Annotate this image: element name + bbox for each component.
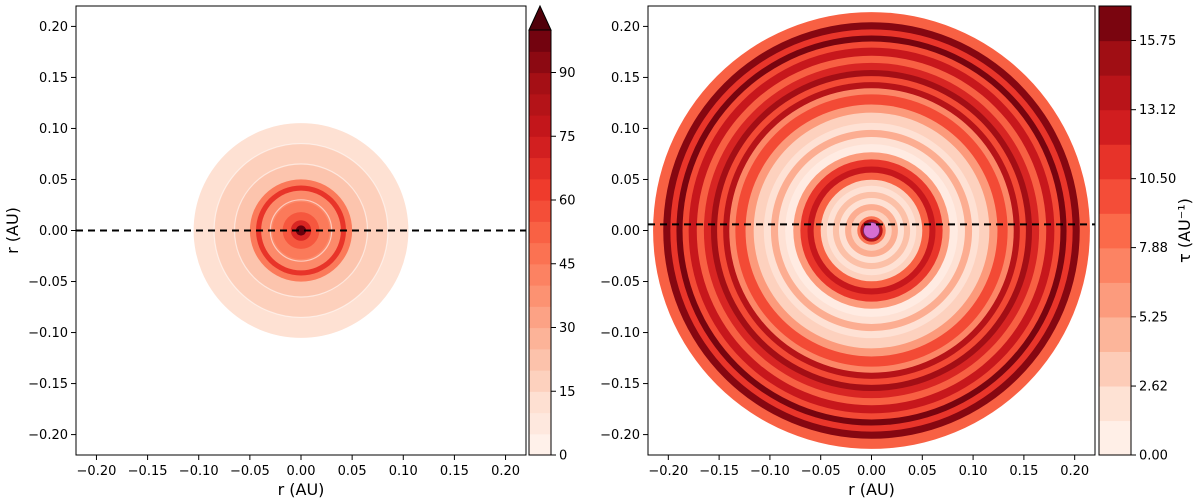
- y-tick-label: −0.10: [600, 326, 640, 341]
- colorbar-level: [529, 370, 551, 392]
- colorbar-level: [529, 157, 551, 180]
- colorbar-level: [529, 51, 551, 74]
- colorbar-frame: [528, 30, 552, 456]
- colorbar-label: τ (AU⁻¹): [1175, 198, 1194, 263]
- colorbar-level: [529, 412, 551, 435]
- y-tick-label: −0.10: [28, 326, 68, 341]
- disk-rings: [193, 123, 409, 338]
- colorbar-level: [529, 178, 551, 201]
- colorbar-frame: [1098, 5, 1132, 456]
- colorbar-level: [529, 242, 551, 265]
- x-tick-label: −0.10: [179, 464, 219, 479]
- colorbar-level: [1099, 144, 1131, 180]
- colorbar-level: [529, 72, 551, 95]
- y-tick-label: 0.15: [611, 71, 640, 86]
- colorbar-level: [1099, 40, 1131, 76]
- colorbar-level: [529, 221, 551, 244]
- x-tick-label: −0.05: [801, 464, 841, 479]
- colorbar-level: [529, 30, 551, 52]
- y-tick-label: 0.00: [39, 224, 68, 239]
- x-tick-label: 0.15: [1009, 464, 1038, 479]
- right-disk-chart: −0.20 −0.15 −0.10 −0.05 0.00 0.05 0.10 0.15 0.20…: [600, 5, 1194, 499]
- colorbar-tick-label: 60: [559, 194, 576, 209]
- colorbar-tick-label: 15: [559, 385, 576, 400]
- colorbar: 0.00 2.62 5.25 7.88 10.50 13.12 15.75 τ (AU⁻¹): [1098, 5, 1194, 464]
- colorbar-level: [529, 200, 551, 222]
- colorbar-level: [1099, 213, 1131, 249]
- colorbar-tick-label: 0.00: [1139, 449, 1168, 464]
- x-tick-label: −0.20: [648, 464, 688, 479]
- x-tick-label: −0.10: [750, 464, 790, 479]
- colorbar-level: [529, 115, 551, 137]
- colorbar-level: [529, 327, 551, 350]
- colorbar-level: [1099, 385, 1131, 422]
- colorbar-level: [1099, 316, 1131, 352]
- colorbar-tick-label: 2.62: [1139, 380, 1168, 395]
- y-axis-label: r (AU): [3, 207, 22, 254]
- x-tick-label: 0.05: [908, 464, 937, 479]
- x-tick-label: −0.05: [230, 464, 270, 479]
- y-tick-label: −0.20: [28, 428, 68, 443]
- colorbar-level: [529, 306, 551, 329]
- y-tick-label: 0.05: [39, 173, 68, 188]
- colorbar-level: [529, 263, 551, 286]
- colorbar-tick-label: 10.50: [1139, 172, 1176, 187]
- y-tick-label: 0.15: [39, 71, 68, 86]
- colorbar-tick-label: 30: [559, 321, 576, 336]
- x-tick-label: −0.15: [699, 464, 739, 479]
- y-tick-label: −0.15: [600, 377, 640, 392]
- x-tick-label: −0.15: [128, 464, 168, 479]
- colorbar-tick-label: 13.12: [1139, 103, 1176, 118]
- colorbar-tick-label: 7.88: [1139, 241, 1168, 256]
- colorbar-tick-label: 90: [559, 66, 576, 81]
- colorbar-tick-label: 75: [559, 130, 576, 145]
- colorbar-level: [1099, 247, 1131, 283]
- x-tick-label: 0.00: [287, 464, 316, 479]
- y-tick-label: −0.20: [600, 428, 640, 443]
- colorbar-level: [1099, 6, 1131, 42]
- x-axis-label: r (AU): [848, 480, 895, 499]
- colorbar-level: [529, 348, 551, 371]
- y-tick-label: 0.05: [611, 173, 640, 188]
- y-tick-label: 0.10: [39, 122, 68, 137]
- colorbar-tick-label: 5.25: [1139, 310, 1168, 325]
- y-tick-label: −0.15: [28, 377, 68, 392]
- central-body: [862, 221, 881, 240]
- disk-ring-9: [295, 225, 307, 236]
- colorbar-tick-label: 15.75: [1139, 34, 1176, 49]
- colorbar-level: [1099, 178, 1131, 214]
- colorbar-extend-arrow: [528, 4, 552, 31]
- colorbar-level: [529, 433, 551, 456]
- colorbar-level: [529, 391, 551, 414]
- colorbar-level: [529, 285, 551, 307]
- y-tick-label: −0.05: [600, 275, 640, 290]
- x-tick-label: 0.10: [389, 464, 418, 479]
- x-tick-label: 0.00: [857, 464, 886, 479]
- x-tick-label: −0.20: [77, 464, 117, 479]
- colorbar-tick-label: 45: [559, 257, 576, 272]
- colorbar-level: [1099, 75, 1131, 111]
- x-tick-label: 0.20: [491, 464, 520, 479]
- colorbar-level: [1099, 109, 1131, 145]
- colorbar: 0 15 30 45 60 75 90: [528, 4, 576, 464]
- x-tick-label: 0.15: [440, 464, 469, 479]
- y-tick-label: 0.00: [611, 224, 640, 239]
- y-tick-label: 0.20: [611, 20, 640, 35]
- colorbar-level: [529, 136, 551, 159]
- colorbar-level: [529, 93, 551, 116]
- colorbar-level: [1099, 351, 1131, 387]
- left-disk-chart: −0.20 −0.15 −0.10 −0.05 0.00 0.05 0.10 0.15 0.20…: [3, 4, 576, 499]
- colorbar-level: [1099, 282, 1131, 318]
- y-tick-label: −0.05: [28, 275, 68, 290]
- y-tick-label: 0.20: [39, 20, 68, 35]
- colorbar-level: [1099, 420, 1131, 456]
- x-axis-label: r (AU): [278, 480, 325, 499]
- x-tick-label: 0.05: [338, 464, 367, 479]
- y-tick-label: 0.10: [611, 122, 640, 137]
- x-tick-label: 0.10: [959, 464, 988, 479]
- x-tick-label: 0.20: [1060, 464, 1089, 479]
- colorbar-tick-label: 0: [559, 449, 567, 464]
